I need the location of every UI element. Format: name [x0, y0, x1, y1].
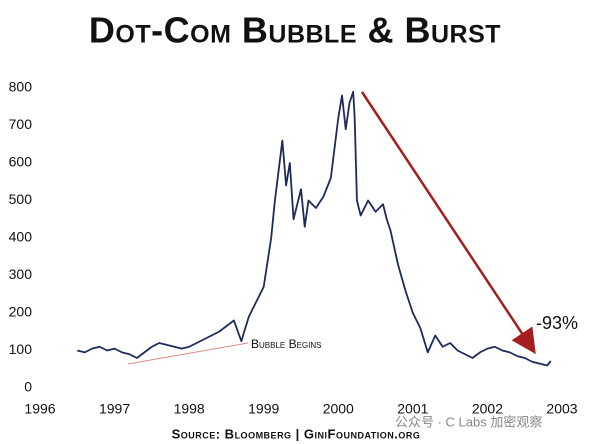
y-tick-label: 600	[9, 154, 33, 170]
x-tick-label: 1999	[248, 401, 279, 417]
y-tick-label: 500	[9, 191, 33, 207]
x-tick-label: 1998	[174, 401, 205, 417]
watermark: 公众号 · C Labs 加密观察	[395, 414, 542, 429]
y-tick-label: 300	[9, 266, 33, 282]
y-tick-label: 700	[9, 116, 33, 132]
x-tick-label: 2000	[323, 401, 354, 417]
x-tick-label: 1997	[99, 401, 130, 417]
x-tick-label: 2001	[397, 401, 428, 417]
x-tick-label: 1996	[24, 401, 55, 417]
y-tick-label: 400	[9, 229, 33, 245]
x-tick-label: 2003	[546, 401, 577, 417]
data-line	[77, 90, 552, 367]
chart-title: Dot-Com Bubble & Burst	[89, 10, 501, 51]
y-tick-label: 100	[9, 341, 33, 357]
x-tick-label: 2002	[472, 401, 503, 417]
annotation: -93%	[536, 313, 578, 333]
trend-line	[127, 342, 249, 365]
annotation: Bubble Begins	[251, 337, 321, 351]
decline-arrow	[360, 91, 536, 355]
y-tick-label: 0	[24, 379, 32, 395]
y-tick-label: 800	[9, 79, 33, 95]
source: Source: Bloomberg | GiniFoundation.org	[172, 426, 421, 441]
y-tick-label: 200	[9, 304, 33, 320]
